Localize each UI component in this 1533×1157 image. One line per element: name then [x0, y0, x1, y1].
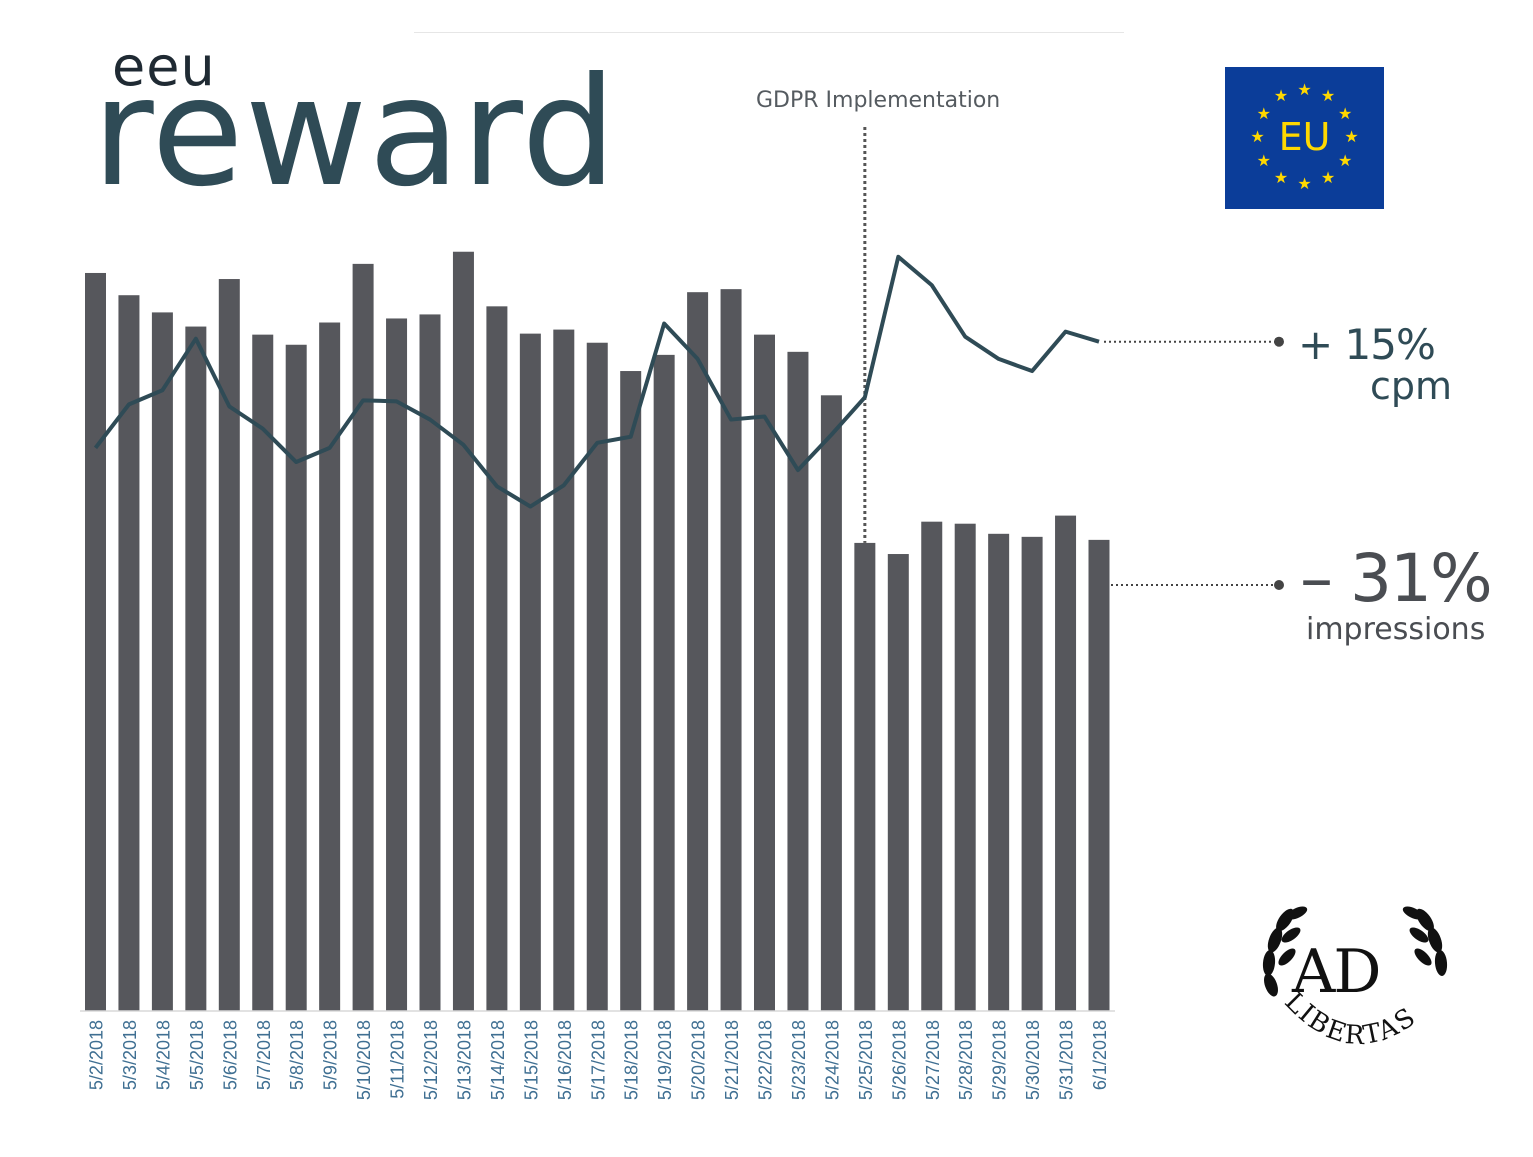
- x-tick-group: 5/2/2018 5/3/2018 5/4/2018 5/5/2018 5/6/2018…: [87, 1020, 1111, 1100]
- bar: [720, 289, 742, 1011]
- star-icon: ★: [1320, 86, 1336, 106]
- x-tick-label: 5/12/2018: [421, 1020, 441, 1100]
- bar: [319, 322, 341, 1011]
- cpm-label: cpm: [1370, 364, 1453, 408]
- bar: [1055, 515, 1077, 1011]
- x-tick-label: 5/19/2018: [655, 1020, 675, 1100]
- x-tick-label: 5/31/2018: [1057, 1020, 1077, 1100]
- eu-flag-icon: ★ ★ ★ ★ ★ ★ ★ ★ ★ ★ ★ ★ EU: [1225, 67, 1384, 209]
- star-icon: ★: [1344, 127, 1359, 146]
- x-tick-label: 5/17/2018: [588, 1020, 608, 1100]
- x-tick-label: 5/11/2018: [388, 1020, 408, 1099]
- bar: [285, 344, 307, 1012]
- x-tick-label: 5/27/2018: [923, 1020, 943, 1100]
- x-tick-label: 5/7/2018: [254, 1020, 274, 1090]
- star-icon: ★: [1256, 103, 1271, 123]
- bar: [185, 326, 207, 1012]
- bar: [151, 312, 173, 1011]
- bar: [486, 306, 508, 1011]
- logo-text: AD: [1292, 937, 1381, 1007]
- bar: [988, 533, 1010, 1011]
- x-tick-label: 5/22/2018: [756, 1020, 776, 1100]
- bar: [586, 342, 608, 1011]
- bar: [620, 371, 642, 1011]
- bar: [118, 295, 140, 1011]
- bar: [820, 395, 842, 1011]
- x-tick-label: 5/5/2018: [187, 1020, 207, 1090]
- cpm-leader-dot: [1274, 336, 1284, 347]
- bar-group: [85, 251, 1110, 1012]
- laurel-wreath-icon: LIBERTAS: [1262, 906, 1448, 1051]
- x-tick-label: 5/26/2018: [889, 1020, 909, 1100]
- x-tick-label: 5/16/2018: [555, 1020, 575, 1100]
- x-tick-label: 5/28/2018: [956, 1020, 976, 1100]
- impressions-leader-dot: [1274, 580, 1284, 590]
- bar: [1021, 536, 1043, 1011]
- x-tick-label: 5/2/2018: [87, 1020, 107, 1090]
- star-icon: ★: [1256, 150, 1271, 170]
- x-tick-label: 5/25/2018: [856, 1020, 876, 1100]
- bar: [452, 251, 474, 1011]
- x-tick-label: 5/15/2018: [521, 1020, 541, 1100]
- eu-flag-text: EU: [1278, 115, 1331, 159]
- bar: [754, 334, 775, 1011]
- bar: [687, 292, 709, 1012]
- bar: [1088, 539, 1110, 1011]
- star-icon: ★: [1338, 150, 1353, 170]
- x-tick-label: 5/29/2018: [990, 1020, 1010, 1100]
- star-icon: ★: [1297, 80, 1312, 99]
- x-tick-label: 5/13/2018: [454, 1020, 474, 1100]
- star-icon: ★: [1250, 127, 1265, 146]
- bar: [921, 521, 943, 1011]
- impressions-change-label: – 31%: [1300, 540, 1493, 617]
- bar: [386, 318, 408, 1012]
- bar: [854, 542, 876, 1011]
- x-tick-label: 5/14/2018: [488, 1020, 508, 1100]
- bar: [887, 554, 909, 1011]
- x-tick-label: 5/4/2018: [153, 1020, 173, 1090]
- x-tick-label: 5/8/2018: [287, 1020, 307, 1090]
- impressions-label: impressions: [1306, 612, 1486, 647]
- x-tick-label: 5/24/2018: [822, 1020, 842, 1100]
- bar: [85, 272, 106, 1012]
- bar: [519, 333, 541, 1011]
- star-icon: ★: [1320, 167, 1336, 187]
- bar: [419, 314, 441, 1011]
- star-icon: ★: [1273, 167, 1289, 187]
- top-rule: [414, 32, 1124, 33]
- star-icon: ★: [1338, 103, 1353, 123]
- x-tick-label: 5/23/2018: [789, 1020, 809, 1100]
- bar: [954, 523, 976, 1011]
- bar: [218, 279, 240, 1011]
- x-tick-label: 5/9/2018: [321, 1020, 341, 1090]
- x-tick-label: 5/20/2018: [689, 1020, 709, 1100]
- bar: [553, 329, 575, 1011]
- x-tick-label: 5/6/2018: [220, 1020, 240, 1090]
- x-tick-label: 5/30/2018: [1023, 1020, 1043, 1100]
- x-tick-label: 5/18/2018: [622, 1020, 642, 1100]
- brand-small-text: eeu: [112, 35, 216, 98]
- gdpr-label: GDPR Implementation: [756, 88, 1001, 113]
- star-icon: ★: [1273, 86, 1289, 106]
- bar: [252, 334, 274, 1011]
- bar: [787, 351, 809, 1011]
- brand-title: reward: [92, 46, 618, 220]
- bar: [352, 263, 374, 1012]
- bar: [653, 354, 675, 1012]
- cpm-line: [93, 254, 1100, 509]
- x-tick-label: 5/3/2018: [120, 1020, 140, 1090]
- cpm-change-label: + 15%: [1298, 320, 1436, 369]
- star-icon: ★: [1297, 174, 1312, 193]
- x-tick-label: 6/1/2018: [1090, 1020, 1110, 1090]
- x-tick-label: 5/21/2018: [722, 1020, 742, 1100]
- x-tick-label: 5/10/2018: [354, 1020, 374, 1100]
